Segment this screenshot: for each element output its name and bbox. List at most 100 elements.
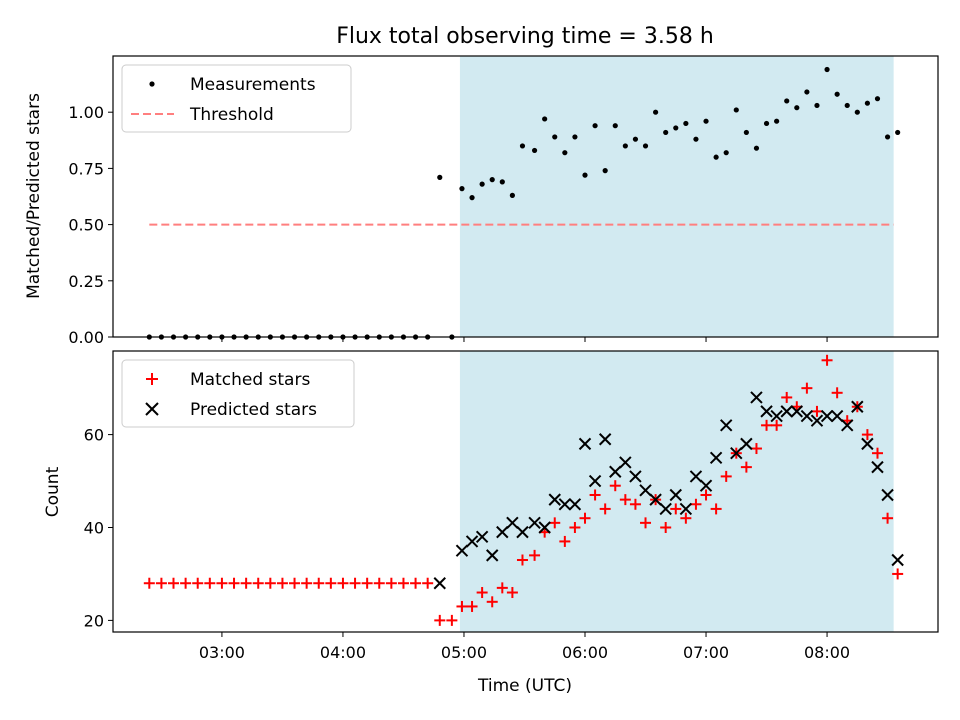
top-y-axis: 0.00 0.25 0.50 0.75 1.00 bbox=[68, 103, 113, 347]
predicted-star-point bbox=[881, 488, 894, 502]
measurement-point bbox=[509, 192, 515, 198]
matched-star-point bbox=[434, 614, 446, 626]
measurement-point bbox=[663, 129, 669, 136]
bottom-legend: Matched stars Predicted stars bbox=[121, 359, 355, 428]
measurement-point bbox=[673, 125, 679, 131]
predicted-star-point bbox=[790, 405, 804, 418]
measurement-point bbox=[723, 150, 729, 156]
matched-star-point bbox=[276, 577, 288, 589]
y-tick-label: 0.75 bbox=[68, 159, 104, 178]
measurement-point bbox=[854, 109, 860, 115]
predicted-star-point bbox=[475, 530, 489, 543]
y-tick-label: 60 bbox=[84, 426, 104, 445]
matched-star-point bbox=[740, 461, 752, 473]
matched-star-point bbox=[506, 587, 518, 599]
matched-star-point bbox=[456, 600, 468, 612]
predicted-star-point bbox=[578, 437, 592, 451]
measurement-point bbox=[683, 120, 689, 127]
y-tick-label: 0.25 bbox=[68, 272, 104, 291]
predicted-star-point bbox=[841, 419, 854, 432]
measurement-point bbox=[531, 147, 538, 154]
predicted-star-point bbox=[861, 437, 874, 451]
predicted-star-point bbox=[810, 414, 824, 427]
predicted-star-point bbox=[669, 488, 682, 502]
predicted-star-point bbox=[558, 498, 572, 511]
measurement-point bbox=[884, 134, 891, 140]
matched-star-point bbox=[690, 498, 702, 510]
measurement-point bbox=[459, 186, 465, 192]
matched-star-point bbox=[476, 587, 488, 599]
measurement-point bbox=[519, 143, 526, 149]
top-x-ticks bbox=[221, 337, 828, 342]
bottom-x-axis-label: Time (UTC) bbox=[477, 676, 572, 696]
matched-star-point bbox=[781, 391, 793, 403]
bottom-plot-frame bbox=[112, 350, 939, 633]
y-tick-label: 40 bbox=[84, 518, 104, 537]
predicted-star-point bbox=[770, 409, 783, 423]
measurement-point bbox=[874, 96, 881, 102]
matched-star-point bbox=[892, 568, 904, 580]
bottom-legend-frame bbox=[121, 359, 355, 428]
measurement-point bbox=[572, 134, 578, 140]
matched-star-point bbox=[301, 577, 313, 589]
top-y-axis-label: Matched/Predicted stars bbox=[24, 93, 44, 299]
measurement-point bbox=[733, 107, 739, 113]
predicted-star-point bbox=[528, 516, 541, 530]
predicted-star-point bbox=[750, 391, 763, 404]
predicted-star-point bbox=[659, 502, 672, 516]
matched-star-point bbox=[361, 577, 373, 589]
matched-star-point bbox=[313, 577, 325, 589]
matched-star-point bbox=[660, 521, 672, 533]
matched-star-point bbox=[579, 512, 591, 524]
matched-star-point bbox=[801, 382, 813, 394]
predicted-star-point bbox=[871, 460, 884, 474]
measurement-point bbox=[489, 177, 495, 183]
predicted-star-point bbox=[740, 437, 753, 451]
x-tick-label: 05:00 bbox=[441, 643, 487, 662]
measurement-point bbox=[693, 136, 699, 142]
measurement-point bbox=[763, 120, 770, 127]
matched-star-point bbox=[466, 600, 478, 612]
legend-marker-measurements bbox=[149, 81, 155, 87]
matched-star-point bbox=[192, 577, 204, 589]
matched-star-point bbox=[516, 554, 528, 566]
matched-star-point bbox=[325, 577, 337, 589]
y-tick-label: 20 bbox=[84, 611, 104, 630]
matched-star-point bbox=[486, 596, 498, 608]
predicted-star-point bbox=[486, 549, 499, 562]
predicted-star-point bbox=[851, 400, 864, 413]
legend-marker-matched-stars bbox=[146, 373, 158, 385]
predicted-star-point bbox=[598, 433, 612, 446]
predicted-star-point bbox=[516, 525, 529, 539]
measurement-point bbox=[642, 143, 649, 149]
matched-star-point bbox=[619, 494, 631, 506]
bottom-y-axis: 20 40 60 bbox=[84, 426, 113, 630]
matched-star-point bbox=[252, 577, 264, 589]
measurement-point bbox=[592, 123, 598, 129]
matched-star-point bbox=[289, 577, 301, 589]
matched-star-point bbox=[549, 517, 561, 529]
predicted-star-point bbox=[465, 535, 479, 548]
measurement-point bbox=[562, 150, 568, 156]
matched-star-point bbox=[264, 577, 276, 589]
measurement-point bbox=[753, 145, 760, 151]
top-panel: 0.00 0.25 0.50 0.75 1.00 Matched/Predicted s… bbox=[24, 55, 939, 347]
predicted-star-point bbox=[730, 446, 743, 460]
matched-star-point bbox=[811, 405, 823, 417]
bottom-x-axis: 03:00 04:00 05:00 06:00 07:00 08:00 bbox=[199, 632, 850, 662]
bottom-y-axis-label: Count bbox=[43, 466, 63, 517]
predicted-star-point bbox=[639, 484, 652, 497]
matched-star-point bbox=[216, 577, 228, 589]
predicted-star-point bbox=[538, 521, 551, 534]
top-plot-frame bbox=[112, 55, 939, 338]
x-tick-label: 03:00 bbox=[199, 643, 245, 662]
y-tick-label: 1.00 bbox=[68, 103, 104, 122]
measurement-point bbox=[479, 181, 485, 187]
matched-star-point bbox=[496, 582, 508, 594]
measurement-point bbox=[774, 118, 780, 124]
measurement-point bbox=[632, 136, 639, 142]
predicted-star-point bbox=[433, 577, 446, 590]
matched-star-point bbox=[168, 577, 180, 589]
matched-star-point bbox=[710, 503, 722, 515]
matched-star-point bbox=[640, 517, 652, 529]
